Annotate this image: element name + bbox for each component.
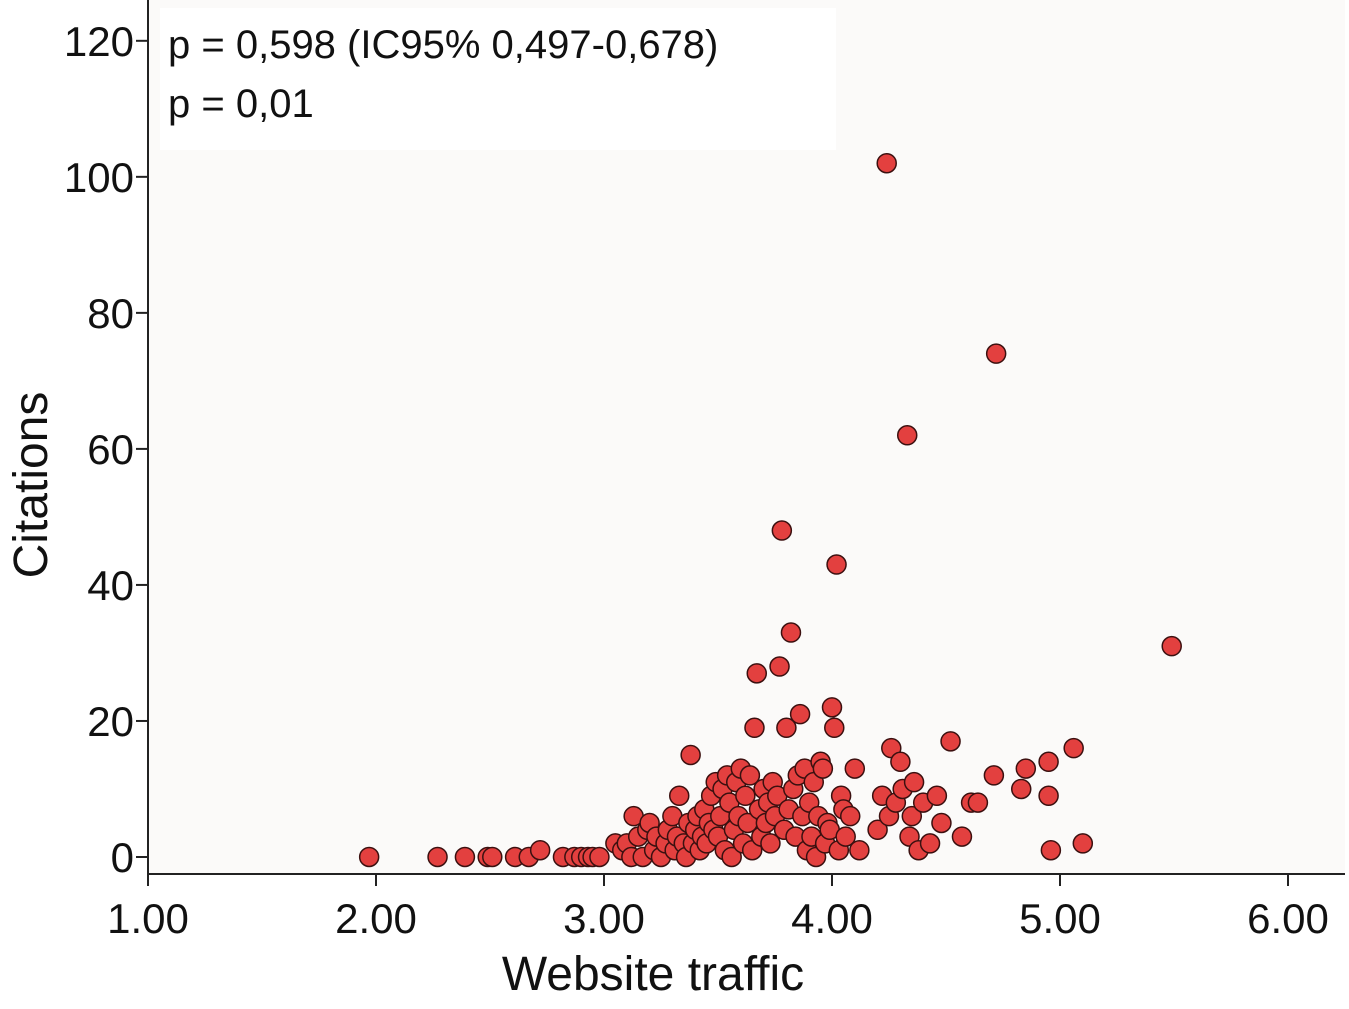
data-points (358, 152, 1182, 868)
y-tick-label: 120 (64, 18, 134, 65)
x-axis-ticks: 1.00 2.00 3.00 4.00 5.00 6.00 (107, 874, 1329, 942)
data-point (1161, 635, 1182, 657)
data-point (926, 785, 948, 807)
data-point (769, 656, 790, 677)
data-point (890, 751, 911, 773)
data-point (589, 846, 610, 868)
data-point (824, 717, 845, 739)
data-point (760, 833, 781, 854)
x-tick-label: 4.00 (791, 895, 873, 942)
data-point (867, 819, 888, 841)
data-point (983, 765, 1005, 786)
data-point (1038, 751, 1059, 773)
data-point (680, 744, 701, 766)
x-tick-label: 1.00 (107, 895, 189, 942)
y-tick-label: 100 (64, 154, 134, 201)
data-point (780, 622, 802, 643)
data-point (739, 765, 761, 786)
data-point (789, 703, 811, 725)
data-point (1015, 758, 1037, 779)
data-point (529, 839, 551, 861)
data-point (358, 846, 380, 868)
data-point (668, 785, 690, 807)
x-tick-label: 3.00 (563, 895, 645, 942)
y-axis-ticks: 0 20 40 60 80 100 120 (64, 18, 148, 881)
annotation-box (160, 8, 836, 150)
data-point (940, 731, 961, 752)
data-point (721, 846, 742, 868)
x-axis-label: Website traffic (502, 948, 804, 1001)
data-point (1038, 785, 1059, 807)
data-point (1063, 737, 1084, 759)
data-point (849, 839, 870, 861)
y-tick-label: 0 (111, 834, 134, 881)
data-point (876, 152, 897, 174)
data-point (919, 833, 941, 854)
data-point (821, 697, 843, 718)
data-point (1010, 778, 1032, 800)
data-point (812, 758, 834, 779)
data-point (967, 792, 989, 813)
data-point (835, 826, 856, 847)
data-point (839, 805, 861, 827)
data-point (735, 785, 756, 807)
data-point (746, 663, 768, 684)
annotation-p-value: p = 0,01 (168, 82, 314, 126)
data-point (771, 520, 793, 541)
data-point (427, 846, 448, 868)
data-point (901, 805, 923, 827)
data-point (903, 771, 925, 793)
data-point (1040, 839, 1062, 861)
data-point (896, 425, 918, 446)
data-point (826, 554, 847, 575)
data-point (951, 826, 973, 847)
y-tick-label: 40 (87, 562, 134, 609)
x-tick-label: 5.00 (1019, 895, 1101, 942)
data-point (454, 846, 476, 868)
data-point (744, 717, 765, 739)
data-point (985, 343, 1007, 364)
y-tick-label: 80 (87, 290, 134, 337)
data-point (844, 758, 866, 779)
annotation-correlation: p = 0,598 (IC95% 0,497-0,678) (168, 23, 718, 67)
x-tick-label: 2.00 (335, 895, 417, 942)
y-tick-label: 60 (87, 426, 134, 473)
x-tick-label: 6.00 (1247, 895, 1329, 942)
y-tick-label: 20 (87, 698, 134, 745)
data-point (482, 846, 503, 868)
data-point (931, 812, 952, 834)
y-axis-label: Citations (5, 392, 58, 579)
data-point (776, 717, 797, 739)
data-point (1072, 833, 1094, 854)
